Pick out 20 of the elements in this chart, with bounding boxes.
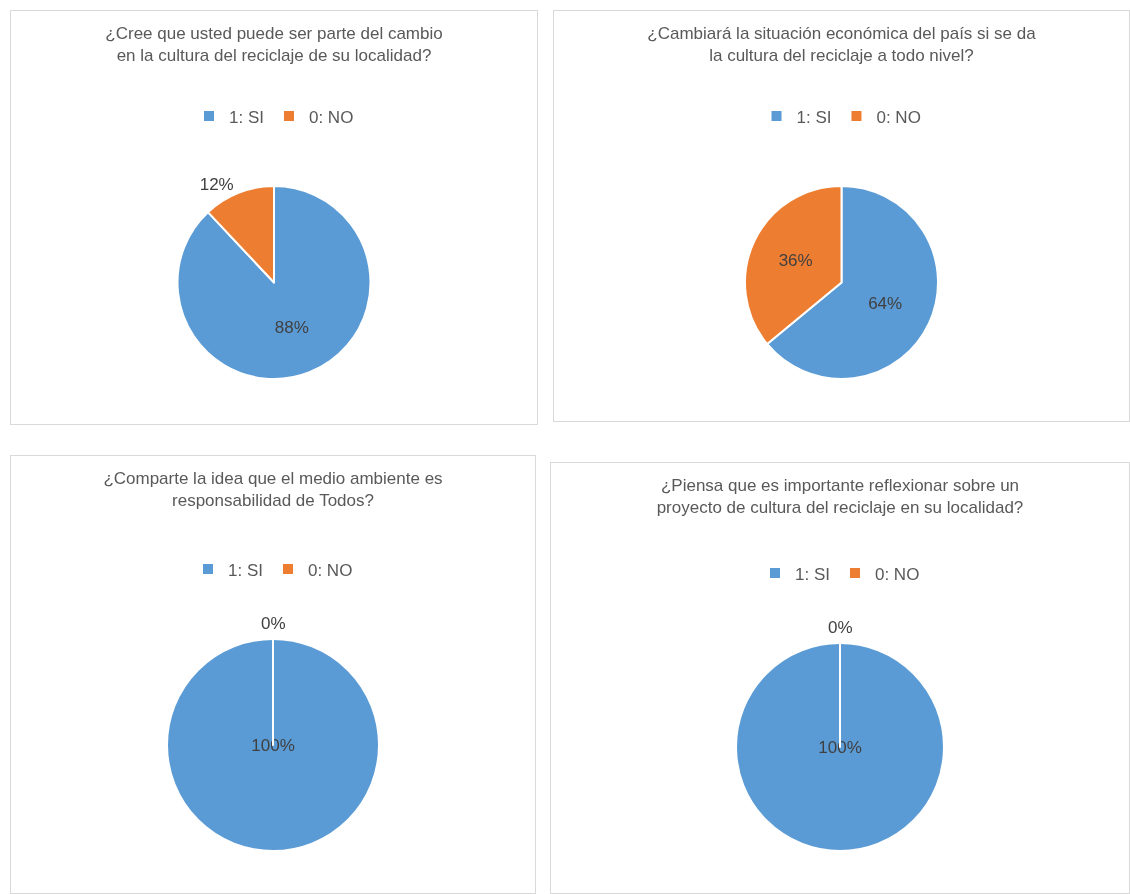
text: 0% bbox=[828, 618, 853, 637]
chart-title: ¿Piensa que es importante reflexionar sobre un proyecto de cultura del reciclaje en su localidad? bbox=[656, 475, 1024, 517]
data-label: 100% bbox=[251, 735, 295, 755]
legend-label: 0: NO bbox=[874, 564, 920, 584]
legend-label: 1: SI bbox=[228, 560, 263, 580]
chart-title: ¿Comparte la idea que el medio ambiente es responsabilidad de Todos? bbox=[103, 468, 443, 510]
legend-label: 0: NO bbox=[308, 107, 354, 127]
legend-label: 1: SI bbox=[796, 107, 832, 127]
data-label: 100% bbox=[818, 737, 862, 757]
data-label: 12% bbox=[199, 175, 234, 195]
legend-label: 1: SI bbox=[795, 564, 830, 584]
legend-label: 1: SI bbox=[229, 107, 264, 127]
chart-title: ¿Cambiará la situación económica del país si se da la cultura del reciclaje a todo nivel? bbox=[647, 23, 1037, 65]
data-label: 64% bbox=[868, 293, 903, 313]
legend-label: 0: NO bbox=[876, 107, 921, 127]
legend-label: 0: NO bbox=[307, 560, 353, 580]
data-label: 36% bbox=[778, 251, 813, 271]
chart-title: ¿Cree que usted puede ser parte del cambio en la cultura del reciclaje de su localidad? bbox=[105, 23, 443, 65]
text: 0% bbox=[261, 614, 286, 633]
data-label: 88% bbox=[274, 317, 309, 337]
